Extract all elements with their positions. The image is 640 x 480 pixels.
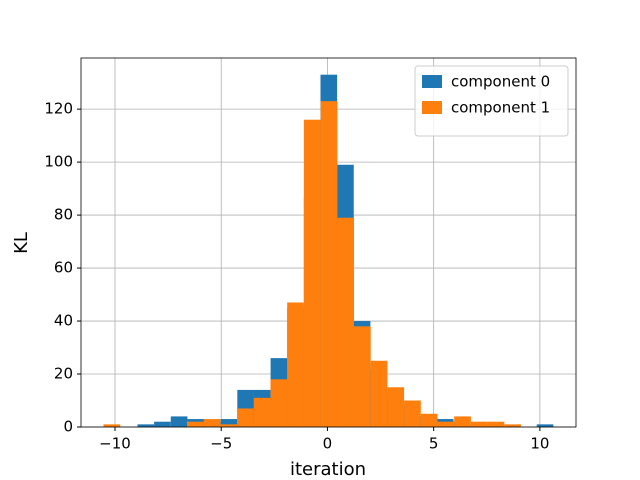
bar bbox=[220, 424, 238, 427]
bar bbox=[420, 413, 438, 427]
x-tick-label: 5 bbox=[429, 435, 439, 453]
bar bbox=[287, 302, 304, 427]
x-tick-label: −10 bbox=[99, 435, 131, 453]
bar bbox=[320, 101, 338, 427]
bar bbox=[370, 360, 388, 427]
legend-box bbox=[414, 65, 569, 137]
bar bbox=[536, 424, 554, 427]
y-tick-label: 0 bbox=[63, 418, 73, 436]
bar bbox=[237, 408, 254, 427]
bar bbox=[353, 326, 371, 427]
bar bbox=[487, 421, 505, 427]
bar bbox=[137, 424, 155, 427]
x-tick-label: 10 bbox=[530, 435, 549, 453]
legend-swatch bbox=[422, 101, 442, 114]
legend-label: component 0 bbox=[451, 73, 550, 91]
y-axis-label: KL bbox=[11, 232, 32, 254]
x-tick-label: 0 bbox=[323, 435, 333, 453]
bar bbox=[470, 421, 488, 427]
y-tick-label: 120 bbox=[44, 100, 73, 118]
x-tick-label: −5 bbox=[210, 435, 232, 453]
bar bbox=[220, 419, 238, 427]
bar bbox=[270, 379, 288, 427]
bar bbox=[437, 421, 455, 427]
bar bbox=[103, 424, 121, 427]
y-tick-label: 20 bbox=[54, 365, 73, 383]
plot-frame bbox=[80, 57, 577, 428]
legend-label: component 1 bbox=[451, 99, 550, 117]
bar bbox=[154, 421, 171, 427]
bar bbox=[303, 119, 321, 427]
bar bbox=[170, 416, 188, 427]
x-axis-label: iteration bbox=[290, 459, 366, 480]
y-tick-label: 60 bbox=[54, 259, 73, 277]
bar bbox=[187, 421, 204, 427]
bar bbox=[454, 416, 471, 427]
y-tick-label: 80 bbox=[54, 206, 73, 224]
bar bbox=[203, 419, 221, 427]
bar bbox=[404, 400, 421, 427]
y-tick-label: 40 bbox=[54, 312, 73, 330]
bar bbox=[387, 387, 405, 427]
y-tick-label: 100 bbox=[44, 153, 73, 171]
legend: component 0 component 1 bbox=[414, 65, 569, 137]
legend-swatch bbox=[422, 75, 442, 88]
bar bbox=[504, 424, 521, 427]
bar bbox=[337, 217, 354, 427]
bar bbox=[253, 397, 271, 427]
